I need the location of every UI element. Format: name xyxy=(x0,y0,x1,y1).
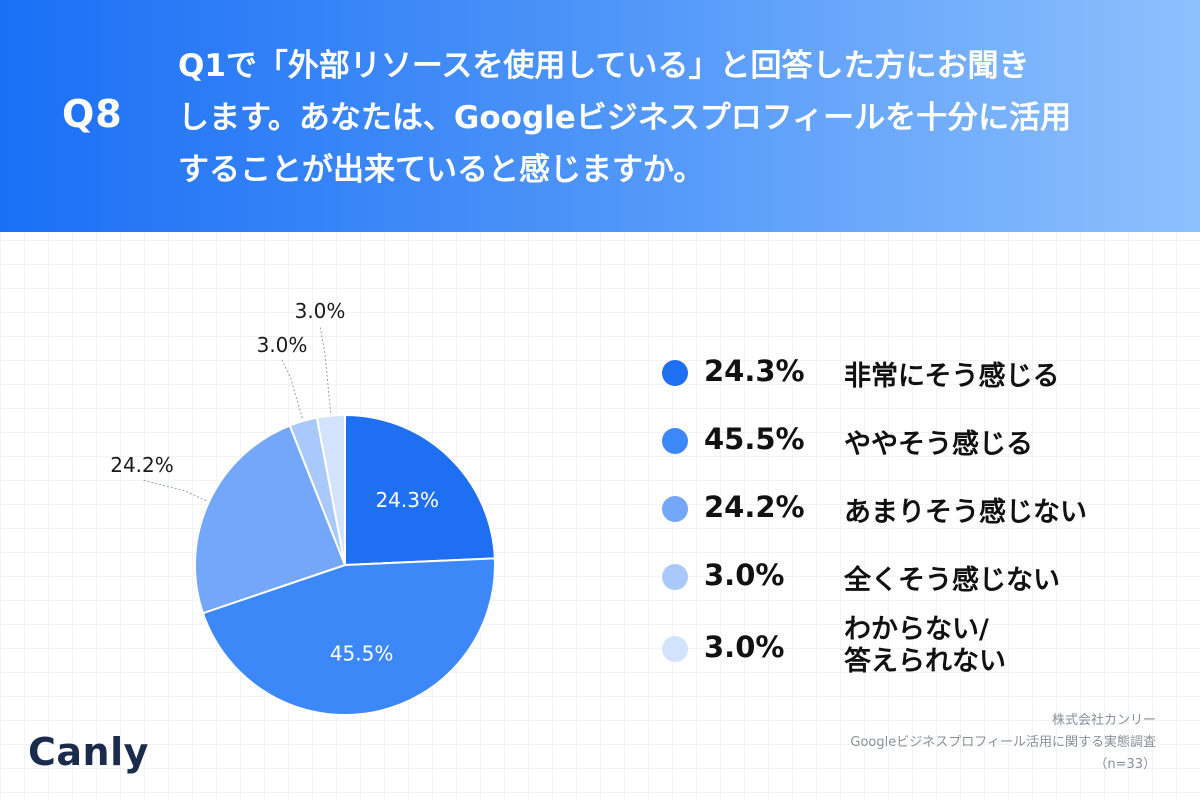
source-survey: Googleビジネスプロフィール活用に関する実態調査 xyxy=(850,735,1156,750)
legend-label: わからない/ 答えられない xyxy=(844,614,1006,678)
pie-slice-label: 24.3% xyxy=(375,488,439,512)
header-banner: Q8 Q1で「外部リソースを使用している」と回答した方にお聞き します。あなたは… xyxy=(0,0,1200,232)
legend-label: 非常にそう感じる xyxy=(844,361,1060,392)
legend-label: あまりそう感じない xyxy=(844,497,1087,528)
legend-percent: 24.2% xyxy=(704,490,805,524)
question-number: Q8 xyxy=(62,92,123,136)
legend-percent: 3.0% xyxy=(704,630,785,664)
question-line: することが出来ていると感じますか。 xyxy=(178,152,705,188)
leader-line xyxy=(281,359,303,419)
canly-logo: Canly xyxy=(28,730,149,774)
pie-slice xyxy=(201,557,496,716)
question-text: Q1で「外部リソースを使用している」と回答した方にお聞き します。あなたは、Go… xyxy=(178,40,1168,196)
legend-swatch xyxy=(662,360,688,386)
pie-slice xyxy=(315,413,346,566)
question-line: Q1で「外部リソースを使用している」と回答した方にお聞き xyxy=(178,48,1030,84)
question-line: します。あなたは、Googleビジネスプロフィールを十分に活用 xyxy=(178,100,1072,136)
pie-slice xyxy=(344,413,496,567)
leader-line xyxy=(141,479,207,502)
pie-chart: 24.3% 45.5% 24.2% 3.0% 3.0% xyxy=(110,299,496,716)
source-sample-size: （n=33） xyxy=(1094,757,1156,772)
legend-label: 全くそう感じない xyxy=(844,565,1060,596)
legend-swatch xyxy=(662,428,688,454)
legend-percent: 45.5% xyxy=(704,422,805,456)
source-note: 株式会社カンリー Googleビジネスプロフィール活用に関する実態調査 （n=3… xyxy=(850,710,1156,776)
source-company: 株式会社カンリー xyxy=(1051,713,1156,728)
legend-label: ややそう感じる xyxy=(844,429,1033,460)
leader-line xyxy=(319,325,332,413)
legend-label-line: わからない/ xyxy=(844,614,989,645)
pie-slice-label: 45.5% xyxy=(330,641,394,665)
pie-slice-label: 3.0% xyxy=(257,333,308,357)
legend-swatch xyxy=(662,496,688,522)
legend-swatch xyxy=(662,564,688,590)
legend-label-line: 答えられない xyxy=(844,646,1006,677)
legend-percent: 24.3% xyxy=(704,354,805,388)
pie-slice-label: 3.0% xyxy=(295,299,346,323)
pie-slice-label: 24.2% xyxy=(110,453,174,477)
legend-swatch xyxy=(662,636,688,662)
legend-percent: 3.0% xyxy=(704,558,785,592)
